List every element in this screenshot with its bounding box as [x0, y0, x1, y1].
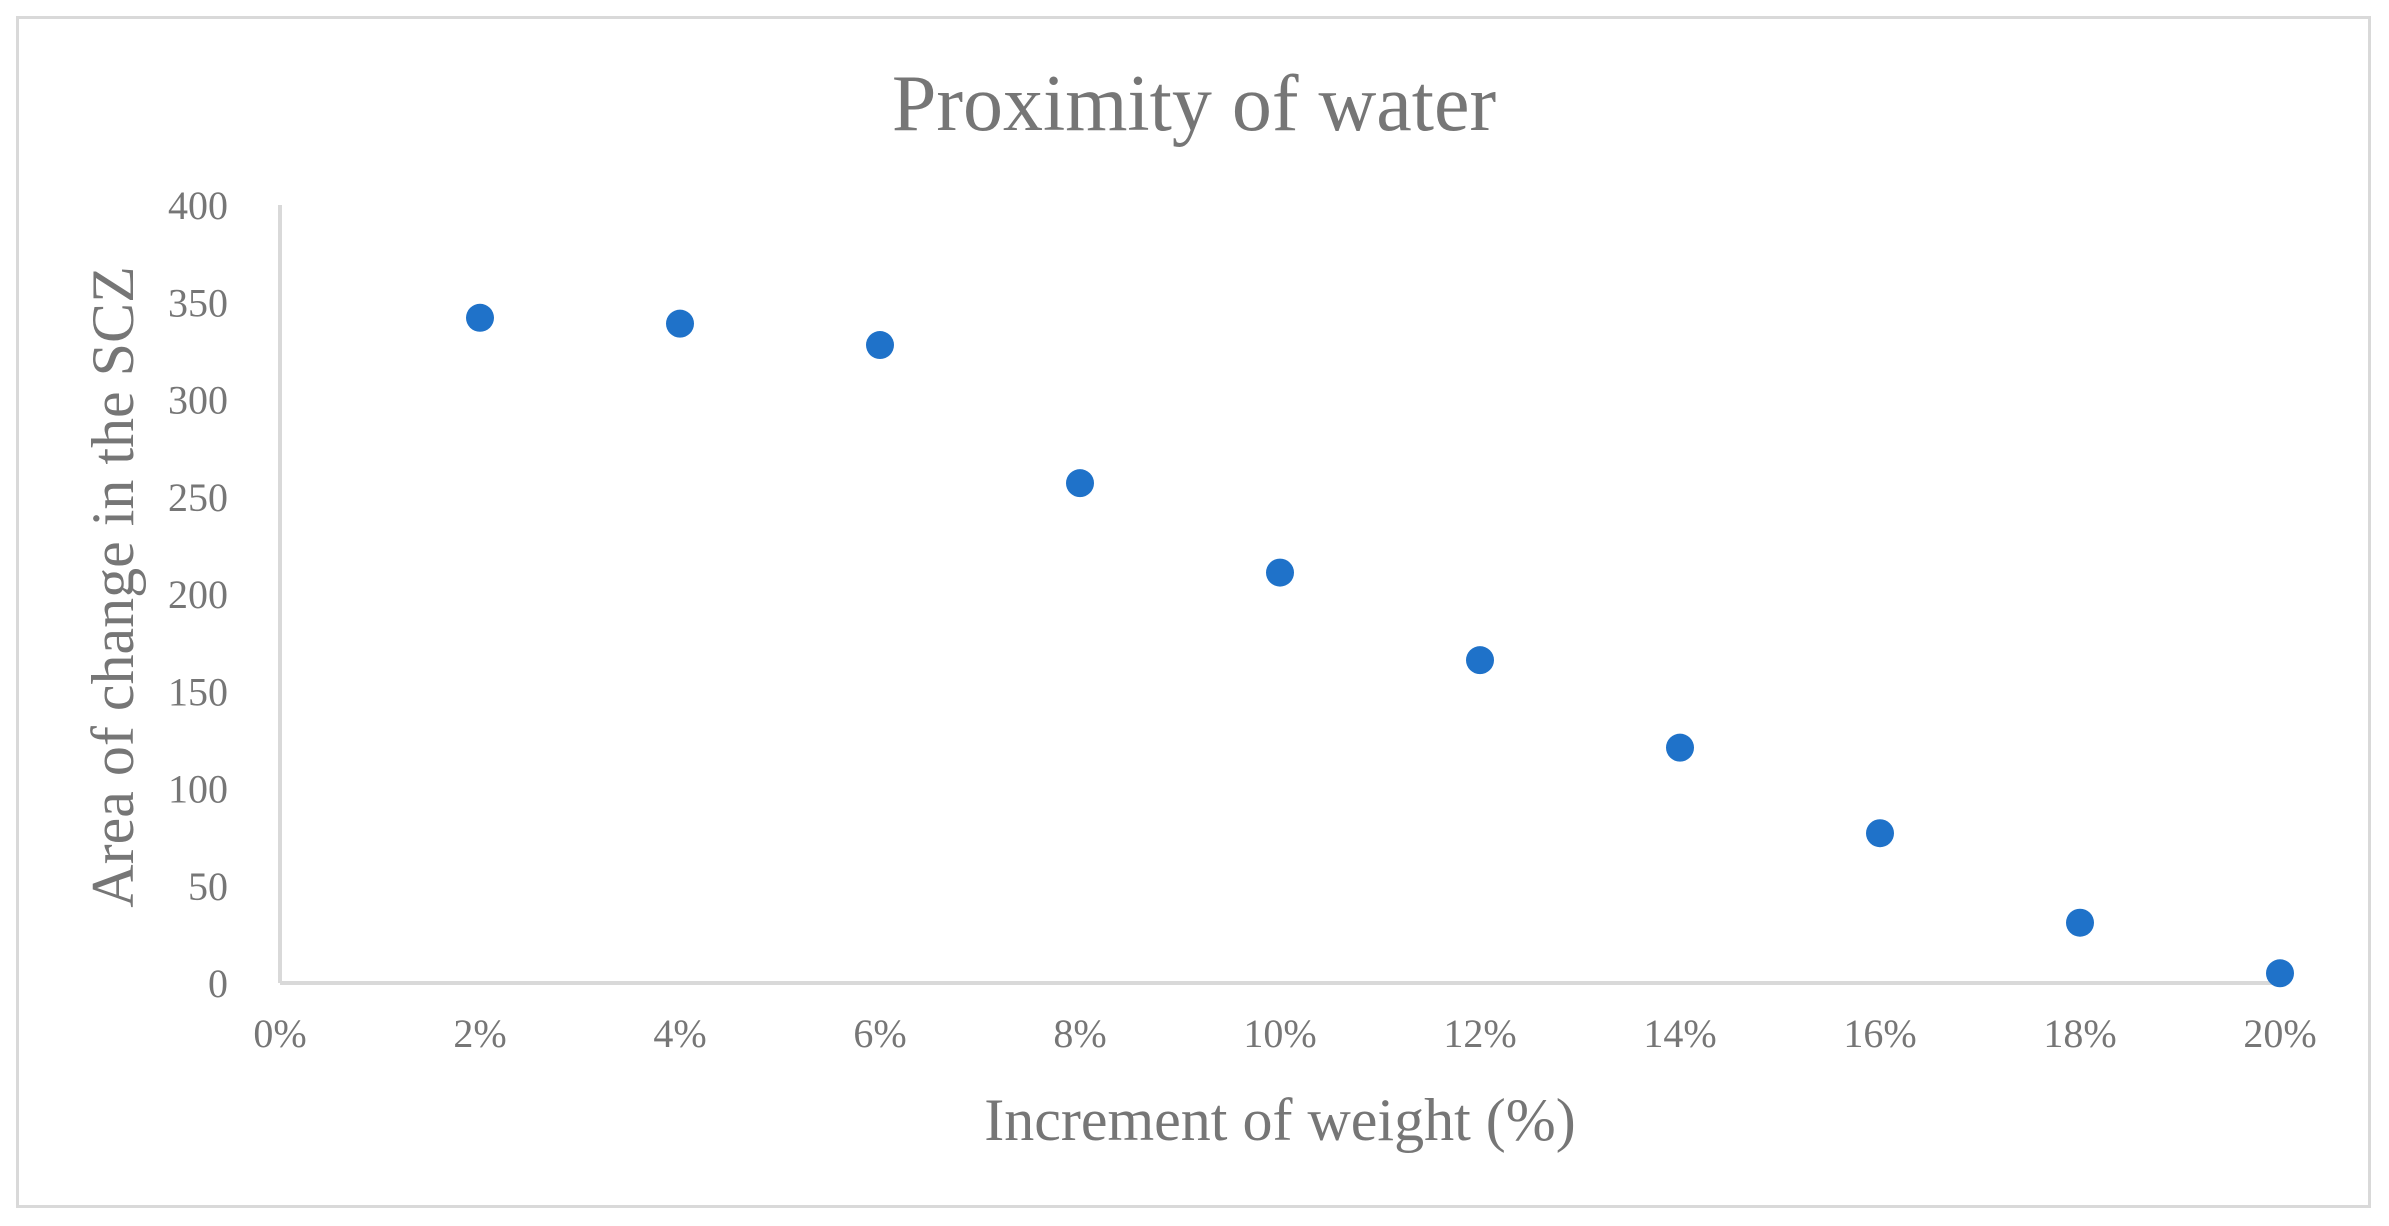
data-point [1466, 646, 1494, 675]
data-point [1666, 733, 1694, 762]
y-tick-label: 350 [168, 280, 228, 325]
y-tick-label: 0 [208, 961, 228, 1006]
y-axis-title: Area of change in the SCZ [80, 266, 146, 907]
y-tick-label: 100 [168, 767, 228, 812]
x-tick-label: 4% [653, 1011, 706, 1056]
x-tick-label: 6% [853, 1011, 906, 1056]
data-point [1266, 558, 1294, 587]
y-tick-label: 200 [168, 572, 228, 617]
data-point [2066, 908, 2094, 937]
y-tick-label: 400 [168, 183, 228, 228]
data-point [1066, 469, 1094, 498]
data-points [466, 303, 2294, 988]
x-tick-label: 10% [1243, 1011, 1316, 1056]
x-tick-labels: 0% 2% 4% 6% 8% 10% 12% 14% 16% 18% 20% [253, 1011, 2316, 1056]
x-tick-label: 2% [453, 1011, 506, 1056]
y-tick-label: 50 [188, 864, 228, 909]
x-tick-label: 0% [253, 1011, 306, 1056]
x-tick-label: 20% [2243, 1011, 2316, 1056]
x-tick-label: 18% [2043, 1011, 2116, 1056]
data-point [1866, 819, 1894, 848]
chart-title: Proximity of water [892, 60, 1496, 148]
x-axis-title: Increment of weight (%) [984, 1087, 1575, 1153]
data-point [866, 331, 894, 360]
chart-frame [16, 16, 2371, 1208]
data-point [466, 303, 494, 332]
x-tick-label: 8% [1053, 1011, 1106, 1056]
y-tick-label: 150 [168, 669, 228, 714]
y-tick-label: 250 [168, 475, 228, 520]
x-tick-label: 14% [1643, 1011, 1716, 1056]
x-tick-label: 16% [1843, 1011, 1916, 1056]
data-point [2266, 959, 2294, 988]
x-tick-label: 12% [1443, 1011, 1516, 1056]
y-tick-labels: 0 50 100 150 200 250 300 350 400 [168, 183, 228, 1006]
y-tick-label: 300 [168, 378, 228, 423]
data-point [666, 309, 694, 338]
